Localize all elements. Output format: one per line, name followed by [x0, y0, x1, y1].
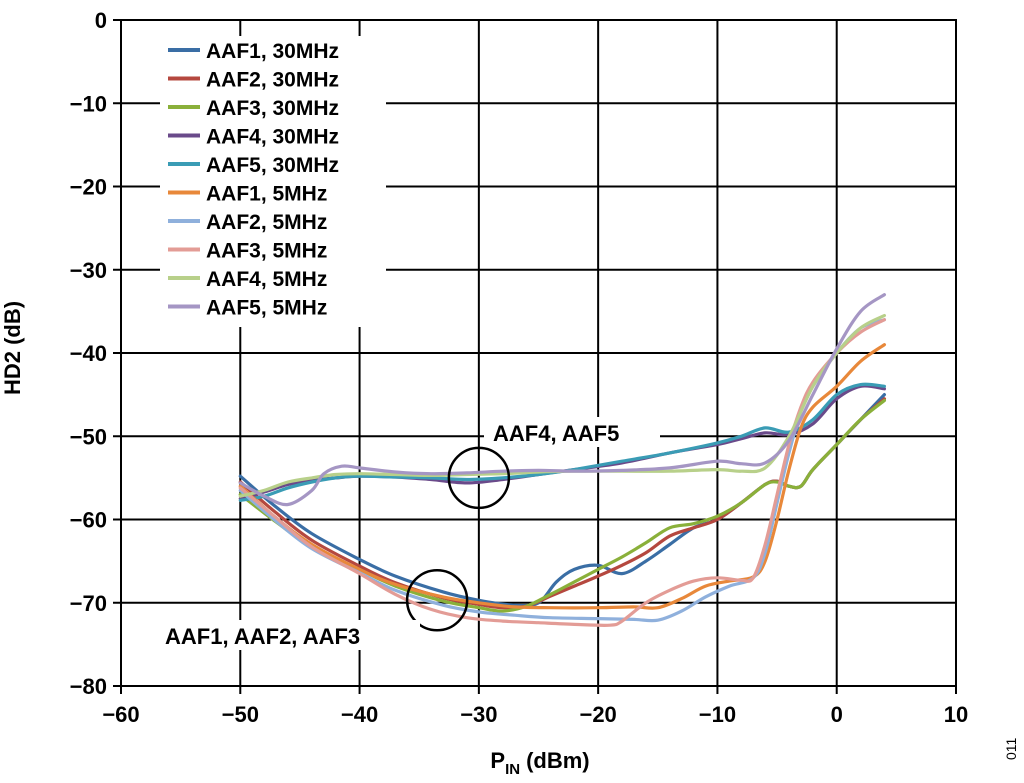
- series-line-aaf3-30mhz: [238, 398, 886, 613]
- legend-label: AAF3, 5MHz: [206, 240, 327, 263]
- series-layer: [238, 293, 886, 627]
- legend-label: AAF1, 5MHz: [206, 183, 327, 206]
- x-tick-label: −60: [102, 702, 139, 727]
- legend-label: AAF4, 5MHz: [206, 268, 327, 291]
- y-tick-label: 0: [95, 8, 107, 33]
- y-tick-label: −30: [70, 258, 107, 283]
- x-tick-label: −30: [460, 702, 497, 727]
- annotation-label-bg: [484, 417, 660, 447]
- annotation-label-aaf1-aaf2-aaf3: AAF1, AAF2, AAF3: [165, 624, 360, 649]
- figure-id: 011: [1003, 737, 1019, 760]
- y-tick-label: −10: [70, 91, 107, 116]
- y-tick-label: −20: [70, 175, 107, 200]
- y-tick-label: −50: [70, 424, 107, 449]
- annotation-label-bg: [158, 620, 420, 650]
- x-tick-label: 0: [831, 702, 843, 727]
- y-tick-label: −80: [70, 674, 107, 699]
- x-axis-label-main: P: [490, 748, 505, 773]
- legend-label: AAF5, 30MHz: [206, 154, 339, 177]
- legend-label: AAF1, 30MHz: [206, 40, 339, 63]
- legend-label: AAF4, 30MHz: [206, 126, 339, 149]
- x-axis-label: PIN (dBm): [490, 748, 589, 778]
- legend-label: AAF2, 5MHz: [206, 211, 327, 234]
- y-axis-label: HD2 (dB): [0, 301, 25, 395]
- x-tick-label: −20: [579, 702, 616, 727]
- x-tick-label: −50: [222, 702, 259, 727]
- x-tick-label: −10: [699, 702, 736, 727]
- y-tick-label: −70: [70, 591, 107, 616]
- legend-label: AAF2, 30MHz: [206, 69, 339, 92]
- legend-label: AAF3, 30MHz: [206, 97, 339, 120]
- y-tick-label: −60: [70, 508, 107, 533]
- x-axis-label-unit: (dBm): [526, 748, 590, 773]
- annotation-circle-aaf4-aaf5: [447, 446, 511, 510]
- y-tick-label: −40: [70, 341, 107, 366]
- x-axis-label-subscript: IN: [505, 761, 520, 778]
- legend: AAF1, 30MHz AAF2, 30MHz AAF3, 30MHz AAF4, 3…: [160, 36, 386, 327]
- annotation-label-aaf4-aaf5: AAF4, AAF5: [493, 421, 619, 446]
- series-line-aaf1-5mhz: [238, 343, 886, 610]
- legend-label: AAF5, 5MHz: [206, 297, 327, 320]
- annotation-circle-aaf1-aaf2-aaf3: [405, 569, 469, 632]
- tick-labels: −60 −50 −40 −30 −20 −10 0 10 0 −10 −20 −30 −40 −50 −60…: [70, 8, 969, 727]
- annotation-layer: AAF4, AAF5 AAF1, AAF2, AAF3: [158, 417, 660, 650]
- series-line-aaf5-5mhz: [238, 293, 886, 507]
- series-line-aaf3-5mhz: [238, 318, 886, 627]
- x-tick-label: −40: [341, 702, 378, 727]
- x-tick-label: 10: [944, 702, 968, 727]
